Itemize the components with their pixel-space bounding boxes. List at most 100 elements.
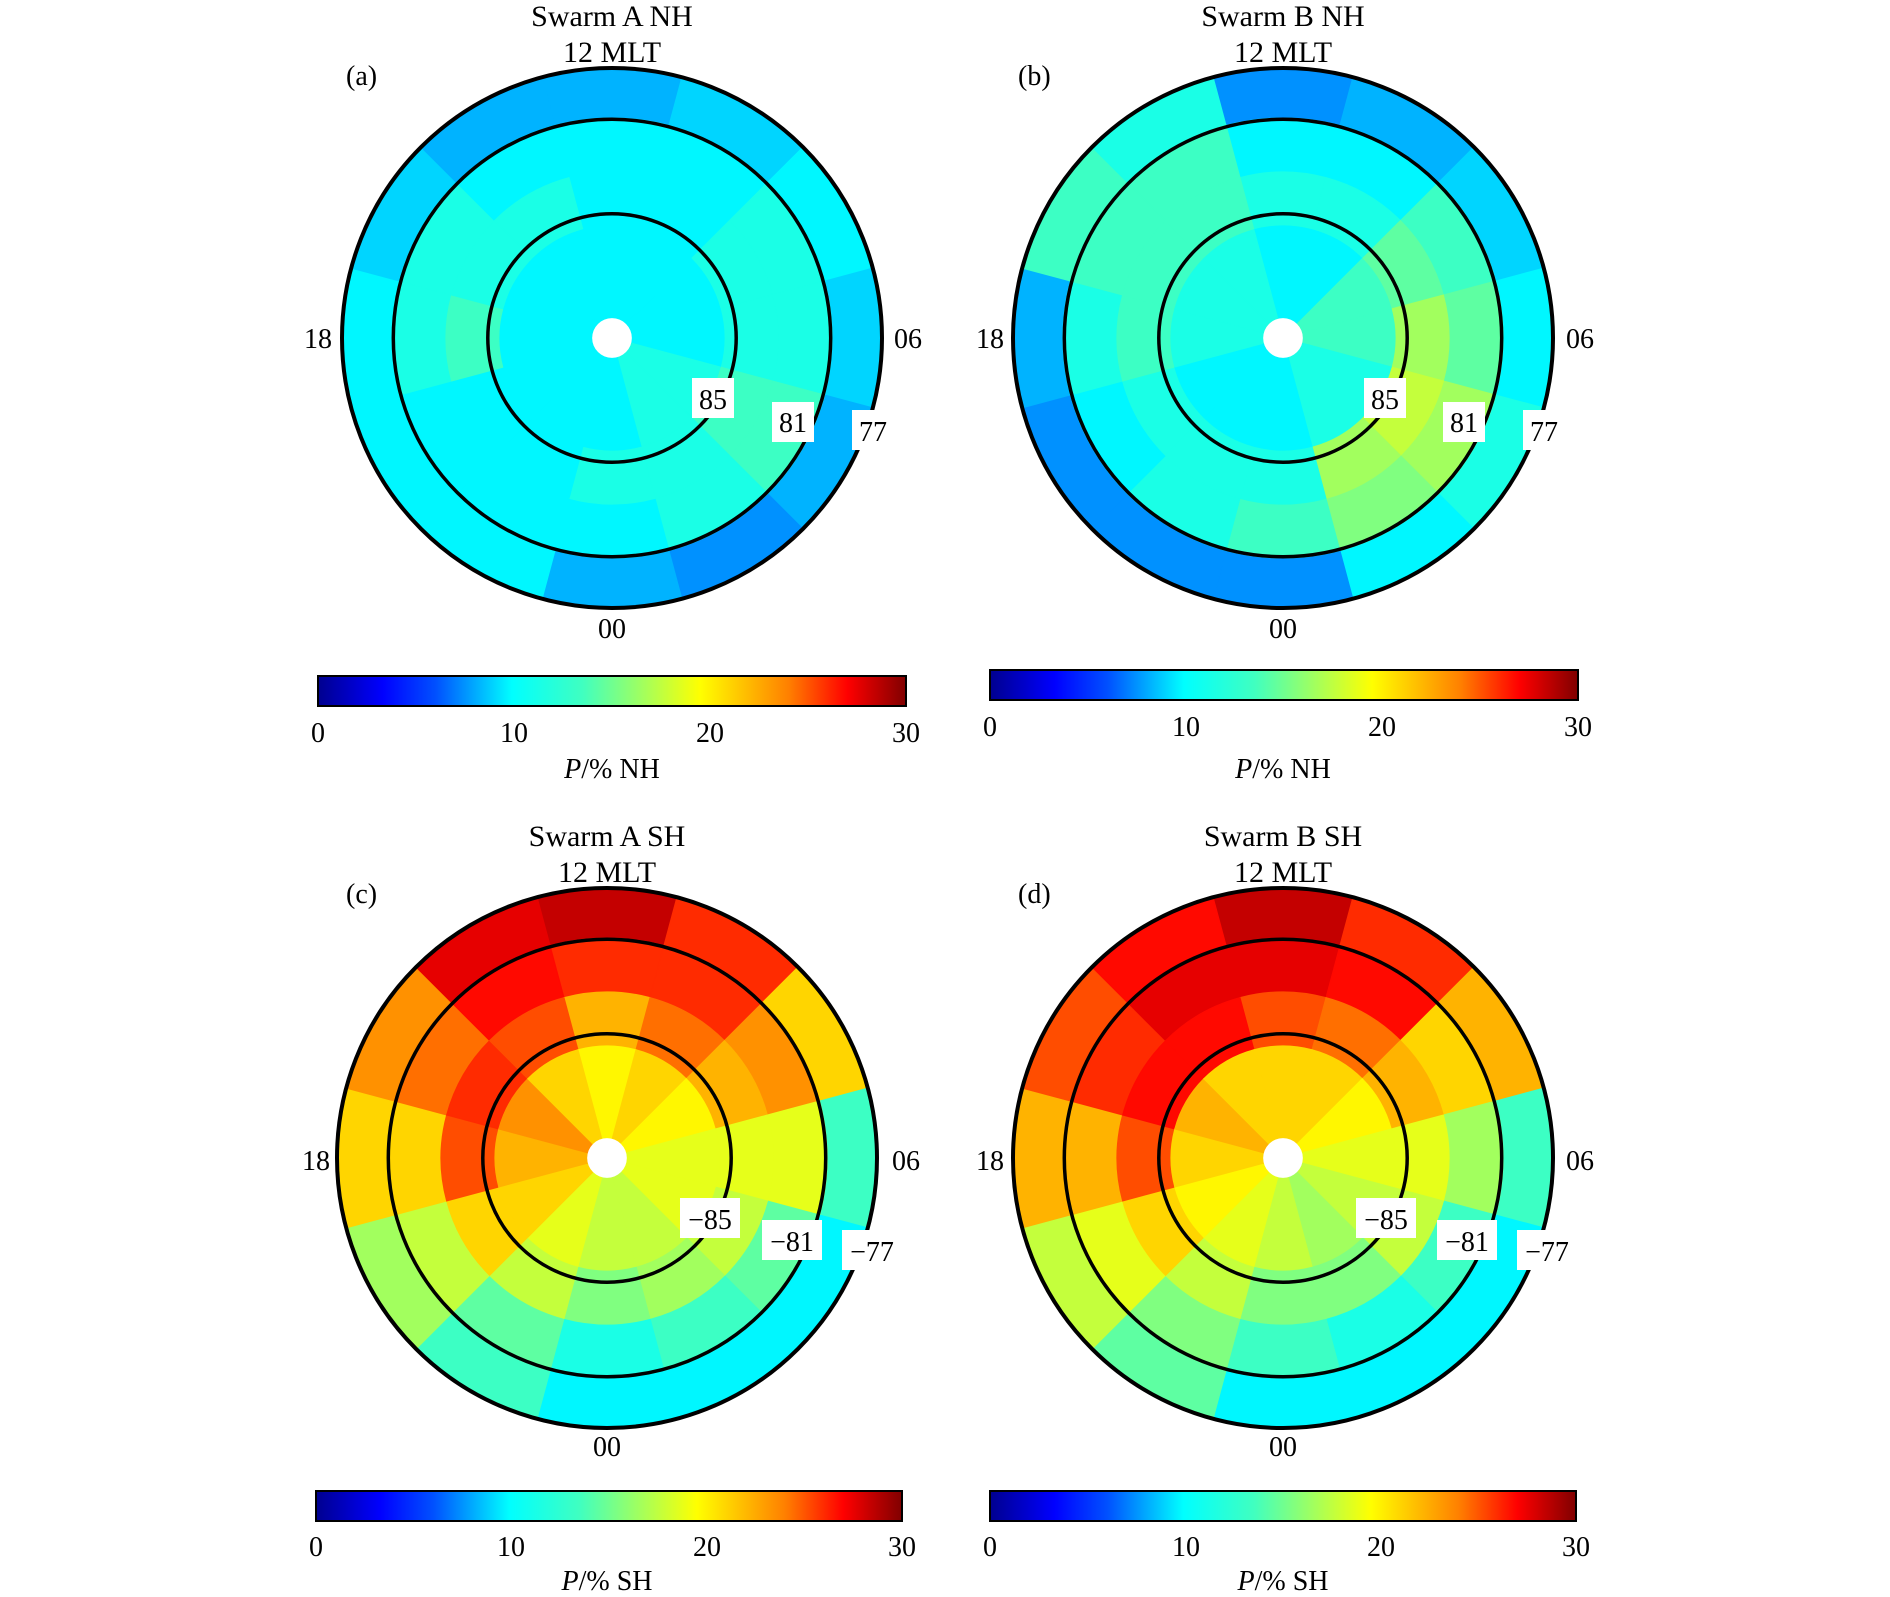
panel-b-label: (b) — [1018, 61, 1051, 92]
pole-hole — [587, 1138, 627, 1178]
latitude-circle — [1062, 117, 1504, 559]
panel-b-lat-85: 85 — [1371, 385, 1399, 416]
heatmap-cell — [1062, 1100, 1124, 1216]
panel-a-lat-85: 85 — [699, 385, 727, 416]
heatmap-cell — [1239, 1265, 1327, 1325]
panel-c-polar-plot — [335, 886, 879, 1430]
panel-c: Swarm A SH 12 MLT (c) 18 06 00 −85 −81 −… — [302, 820, 920, 1597]
heatmap-cell — [766, 1100, 828, 1216]
panel-d-lat-81: −81 — [1445, 1227, 1489, 1258]
heatmap-cell — [1225, 1317, 1341, 1379]
panel-a-colorbar: 0 10 20 30 P/% NH — [311, 675, 920, 785]
panel-c-mlt-left: 18 — [302, 1146, 330, 1177]
heatmap-cell — [1494, 1087, 1554, 1229]
heatmap-cell — [714, 1114, 774, 1202]
panel-d-mlt-top: 12 MLT — [1234, 856, 1332, 889]
panel-b-colorbar-tick-20: 20 — [1368, 712, 1396, 743]
heatmap-cell — [1225, 937, 1341, 999]
panel-b: Swarm B NH 12 MLT (b) 18 06 00 85 81 77 … — [976, 0, 1594, 785]
heatmap-cell — [541, 549, 683, 609]
panel-b-mlt-left: 18 — [976, 324, 1004, 355]
latitude-circle — [1062, 937, 1504, 1379]
panel-a-mlt-right: 06 — [894, 324, 922, 355]
panel-c-title: Swarm A SH — [529, 820, 686, 853]
heatmap-cell — [1062, 280, 1124, 396]
panel-c-mlt-top: 12 MLT — [558, 856, 656, 889]
panel-c-lat-77: −77 — [850, 1237, 894, 1268]
heatmap-cell — [445, 294, 505, 382]
panel-a-lat-77: 77 — [859, 417, 887, 448]
panel-a-lat-81: 81 — [779, 408, 807, 439]
panel-b-lat-labels: 85 81 77 — [1364, 378, 1565, 450]
heatmap-cell — [554, 117, 670, 179]
panel-d-label: (d) — [1018, 879, 1051, 910]
heatmap-cell — [386, 1100, 448, 1216]
panel-a-mlt-left: 18 — [304, 324, 332, 355]
panel-d-colorbar-tick-10: 10 — [1172, 1532, 1200, 1563]
heatmap-cell — [1212, 887, 1354, 947]
panel-d-lat-85: −85 — [1364, 1205, 1408, 1236]
heatmap-cell — [549, 1317, 665, 1379]
panel-a-mlt-top: 12 MLT — [563, 36, 661, 69]
heatmap-cell — [536, 1369, 678, 1429]
panel-b-colorbar: 0 10 20 30 P/% NH — [983, 669, 1592, 785]
panel-c-colorbar-label: P/% SH — [560, 1566, 652, 1597]
panel-d-polar-plot — [1011, 886, 1555, 1430]
panel-d-colorbar-tick-30: 30 — [1562, 1532, 1590, 1563]
panel-d-mlt-left: 18 — [976, 1146, 1004, 1177]
panel-d-lat-labels: −85 −81 −77 — [1356, 1198, 1577, 1270]
heatmap-cell — [1116, 294, 1176, 382]
panel-b-mlt-bottom: 00 — [1269, 614, 1297, 645]
heatmap-cell — [336, 1087, 396, 1229]
heatmap-cell — [771, 280, 833, 396]
outer-boundary-circle — [1011, 886, 1555, 1430]
panel-b-polar-plot — [1011, 66, 1555, 610]
panel-c-colorbar-tick-0: 0 — [309, 1532, 323, 1563]
panel-c-colorbar: 0 10 20 30 P/% SH — [309, 1490, 916, 1597]
heatmap-cell — [563, 991, 651, 1051]
panel-c-colorbar-tick-20: 20 — [693, 1532, 721, 1563]
heatmap-cell — [563, 1265, 651, 1325]
outer-boundary-circle — [335, 886, 879, 1430]
panel-d-colorbar-label: P/% SH — [1236, 1566, 1328, 1597]
panel-a-mlt-bottom: 00 — [598, 614, 626, 645]
heatmap-cell — [568, 445, 656, 505]
heatmap-cell — [1239, 991, 1327, 1051]
heatmap-cell — [549, 937, 665, 999]
panel-a-polar-plot — [340, 66, 884, 610]
heatmap-cell — [1442, 280, 1504, 396]
heatmap-cell — [341, 267, 401, 409]
panel-c-mlt-bottom: 00 — [593, 1432, 621, 1463]
heatmap-cell — [1239, 171, 1327, 231]
panel-b-colorbar-label: P/% NH — [1234, 754, 1331, 785]
panel-d-mlt-bottom: 00 — [1269, 1432, 1297, 1463]
heatmap-cell — [568, 171, 656, 231]
pole-hole — [1263, 1138, 1303, 1178]
heatmap-cell — [1225, 117, 1341, 179]
panel-c-lat-labels: −85 −81 −77 — [680, 1198, 902, 1270]
panel-b-colorbar-tick-30: 30 — [1564, 712, 1592, 743]
outer-boundary-circle — [340, 66, 884, 610]
panel-a-colorbar-tick-30: 30 — [892, 718, 920, 749]
panel-c-mlt-right: 06 — [892, 1146, 920, 1177]
panel-b-title: Swarm B NH — [1201, 0, 1364, 33]
latitude-circle — [481, 1032, 733, 1284]
panel-b-mlt-right: 06 — [1566, 324, 1594, 355]
panel-a-colorbar-tick-20: 20 — [696, 718, 724, 749]
heatmap-cell — [536, 887, 678, 947]
latitude-circle — [386, 937, 828, 1379]
panel-d-colorbar: 0 10 20 30 P/% SH — [983, 1490, 1590, 1597]
panel-a-title: Swarm A NH — [531, 0, 693, 33]
panel-a-colorbar-tick-10: 10 — [500, 718, 528, 749]
latitude-circle — [391, 117, 833, 559]
heatmap-cell — [1116, 1114, 1176, 1202]
latitude-circle — [1157, 1032, 1409, 1284]
panel-b-colorbar-tick-10: 10 — [1172, 712, 1200, 743]
heatmap-cell — [1225, 497, 1341, 559]
heatmap-cell — [541, 67, 683, 127]
heatmap-cell — [1212, 549, 1354, 609]
panel-d-title: Swarm B SH — [1204, 820, 1362, 853]
panel-d: Swarm B SH 12 MLT (d) 18 06 00 −85 −81 −… — [976, 820, 1594, 1597]
heatmap-cell — [1012, 1087, 1072, 1229]
